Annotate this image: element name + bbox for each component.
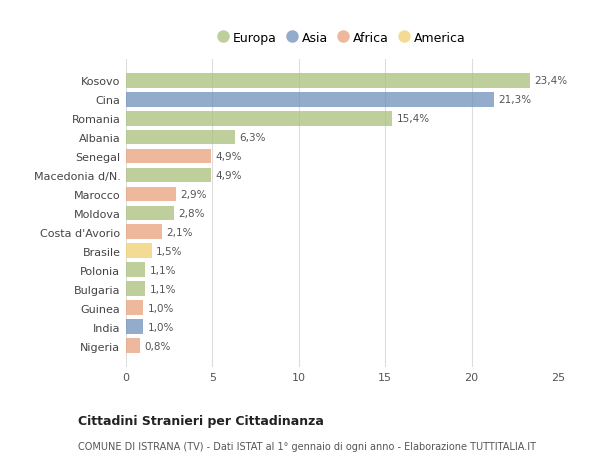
Bar: [126, 149, 211, 164]
Text: 1,1%: 1,1%: [149, 284, 176, 294]
Text: 4,9%: 4,9%: [215, 151, 241, 162]
Text: 6,3%: 6,3%: [239, 133, 266, 143]
Text: 1,5%: 1,5%: [156, 246, 183, 256]
Bar: [126, 301, 143, 315]
Bar: [126, 225, 162, 240]
Text: 4,9%: 4,9%: [215, 171, 241, 180]
Text: 21,3%: 21,3%: [499, 95, 532, 105]
Bar: [126, 93, 494, 107]
Text: 1,0%: 1,0%: [148, 303, 174, 313]
Text: 15,4%: 15,4%: [397, 114, 430, 124]
Bar: [126, 244, 152, 258]
Text: 0,8%: 0,8%: [144, 341, 170, 351]
Text: 2,1%: 2,1%: [167, 227, 193, 237]
Bar: [126, 282, 145, 297]
Legend: Europa, Asia, Africa, America: Europa, Asia, Africa, America: [218, 32, 466, 45]
Bar: [126, 319, 143, 334]
Bar: [126, 168, 211, 183]
Text: Cittadini Stranieri per Cittadinanza: Cittadini Stranieri per Cittadinanza: [78, 414, 324, 428]
Text: 1,0%: 1,0%: [148, 322, 174, 332]
Bar: [126, 206, 175, 221]
Bar: [126, 187, 176, 202]
Text: 1,1%: 1,1%: [149, 265, 176, 275]
Bar: [126, 338, 140, 353]
Bar: [126, 112, 392, 126]
Bar: [126, 130, 235, 145]
Bar: [126, 73, 530, 89]
Text: 2,8%: 2,8%: [179, 208, 205, 218]
Text: COMUNE DI ISTRANA (TV) - Dati ISTAT al 1° gennaio di ogni anno - Elaborazione TU: COMUNE DI ISTRANA (TV) - Dati ISTAT al 1…: [78, 441, 536, 451]
Text: 23,4%: 23,4%: [535, 76, 568, 86]
Bar: [126, 263, 145, 278]
Text: 2,9%: 2,9%: [181, 190, 207, 200]
